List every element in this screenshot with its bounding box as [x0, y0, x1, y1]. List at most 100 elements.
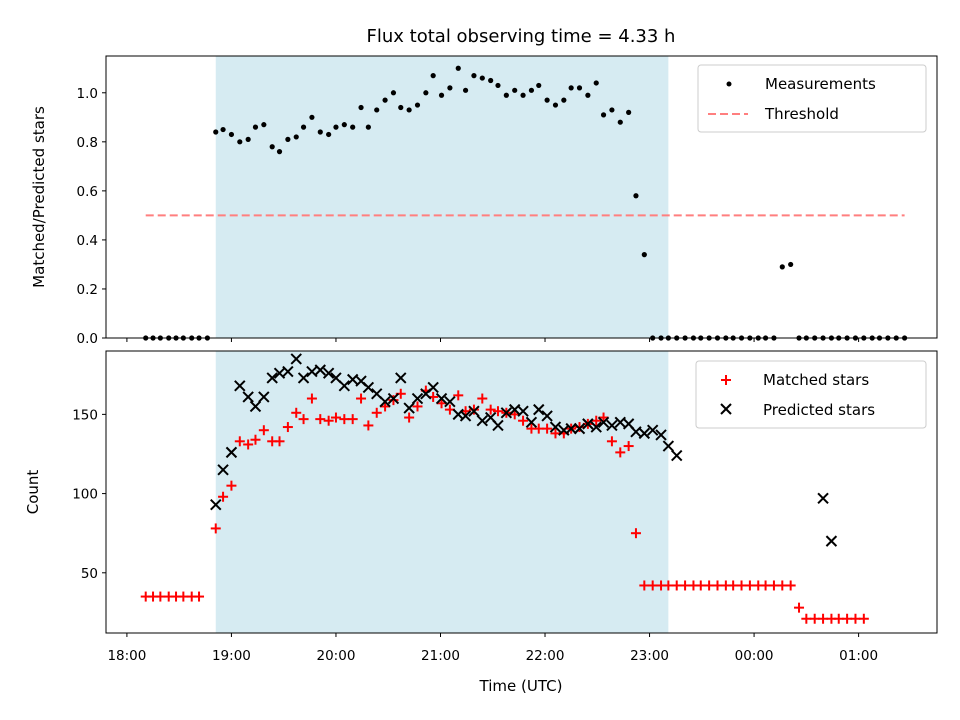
- predicted-star-point: [379, 395, 391, 408]
- matched-star-point: [704, 580, 715, 591]
- measurement-point: [261, 122, 267, 128]
- matched-star-point: [794, 602, 805, 613]
- measurement-point: [350, 124, 356, 130]
- matched-star-point: [695, 580, 706, 591]
- measurement-point: [520, 92, 526, 98]
- measurement-point: [512, 87, 518, 93]
- matched-star-point: [615, 447, 626, 458]
- predicted-star-point: [297, 372, 310, 384]
- matched-star-point: [298, 414, 309, 425]
- predicted-star-point: [606, 419, 618, 432]
- predicted-star-point: [290, 353, 302, 365]
- predicted-star-point: [525, 416, 538, 428]
- bottom-legend: Matched stars Predicted stars: [695, 360, 927, 429]
- predicted-star-point: [541, 410, 553, 422]
- figure-title: Flux total observing time = 4.33 h: [367, 26, 676, 47]
- matched-star-point: [218, 491, 229, 502]
- measurement-point: [430, 73, 436, 79]
- y-tick-label: 0.8: [77, 135, 98, 151]
- top-panel: 0.0 0.2 0.4 0.6 0.8 1.0 Matched/Predicted sta…: [30, 55, 938, 347]
- predicted-star-point: [533, 403, 545, 416]
- bottom-legend-box: [695, 360, 927, 429]
- matched-star-point: [339, 414, 350, 425]
- predicted-star-point: [517, 405, 529, 417]
- predicted-star-point: [671, 449, 683, 462]
- bottom-plot-area: [140, 353, 869, 624]
- predicted-star-point: [825, 535, 838, 547]
- y-tick-label: 100: [72, 487, 98, 503]
- predicted-star-point: [817, 492, 829, 505]
- predicted-star-point: [492, 419, 504, 432]
- measurement-point: [414, 102, 421, 108]
- matched-star-point: [850, 613, 861, 624]
- legend-predicted-marker: [720, 403, 732, 415]
- matched-star-point: [833, 613, 844, 624]
- predicted-star-point: [338, 380, 351, 392]
- matched-star-point: [155, 591, 166, 602]
- measurement-point: [479, 75, 485, 81]
- y-tick-label: 1.0: [77, 86, 98, 102]
- y-tick-label: 0.2: [77, 282, 98, 298]
- matched-star-point: [591, 415, 602, 426]
- x-tick-label: 23:00: [630, 648, 669, 664]
- measurement-point: [406, 107, 412, 113]
- predicted-star-point: [322, 367, 335, 379]
- matched-star-point: [194, 591, 205, 602]
- top-axes-frame: [105, 55, 938, 339]
- matched-star-point: [363, 420, 374, 431]
- x-tick-label: 01:00: [839, 648, 878, 664]
- measurement-point: [488, 77, 494, 84]
- measurement-point: [600, 112, 607, 118]
- matched-star-point: [598, 412, 609, 423]
- measurement-point: [447, 85, 453, 91]
- matched-star-point: [226, 480, 237, 491]
- matched-star-point: [768, 580, 779, 591]
- matched-star-point: [712, 580, 723, 591]
- top-y-axis-label: Matched/Predicted stars: [30, 106, 48, 288]
- matched-star-point: [785, 580, 796, 591]
- matched-star-point: [178, 591, 189, 602]
- measurement-point: [503, 92, 509, 98]
- x-tick-label: 21:00: [421, 648, 460, 664]
- matched-star-point: [518, 415, 529, 426]
- matched-star-point: [453, 390, 464, 401]
- matched-star-point: [323, 415, 334, 426]
- matched-star-point: [477, 393, 488, 404]
- measurement-point: [220, 126, 226, 133]
- matched-star-point: [630, 528, 641, 539]
- matched-star-point: [533, 423, 544, 434]
- legend-threshold-label: Threshold: [764, 105, 839, 123]
- y-tick-label: 0.6: [77, 184, 98, 200]
- top-legend-box: [697, 64, 927, 133]
- x-axis-label: Time (UTC): [479, 677, 563, 695]
- measurement-point: [245, 136, 251, 142]
- x-tick-label: 20:00: [317, 648, 356, 664]
- matched-star-point: [606, 436, 617, 447]
- x-tick-label: 19:00: [212, 648, 251, 664]
- x-tick-label: 00:00: [735, 648, 774, 664]
- x-tick-label: 18:00: [107, 648, 146, 664]
- bottom-x-ticks: 18:00 19:00 20:00 21:00 22:00 23:00 00:00 01:00: [107, 633, 878, 664]
- measurement-point: [398, 104, 404, 111]
- measurement-point: [374, 107, 380, 113]
- measurement-point: [576, 85, 583, 91]
- predicted-star-point: [266, 372, 278, 384]
- measurement-point: [633, 193, 639, 199]
- matched-star-point: [243, 439, 254, 450]
- y-tick-label: 0.0: [77, 331, 98, 347]
- matched-star-point: [250, 434, 261, 445]
- matched-star-point: [744, 580, 755, 591]
- top-shaded-region: [215, 56, 669, 338]
- matched-star-point: [468, 404, 479, 415]
- measurement-point: [341, 122, 347, 128]
- matched-star-point: [842, 613, 853, 624]
- measurement-point: [358, 104, 364, 111]
- predicted-star-point: [646, 424, 659, 436]
- measurement-point: [326, 131, 332, 138]
- matched-star-point: [663, 580, 674, 591]
- legend-matched-marker: [721, 375, 731, 385]
- matched-star-point: [347, 414, 358, 425]
- measurement-point: [390, 90, 397, 96]
- measurement-point: [285, 136, 291, 142]
